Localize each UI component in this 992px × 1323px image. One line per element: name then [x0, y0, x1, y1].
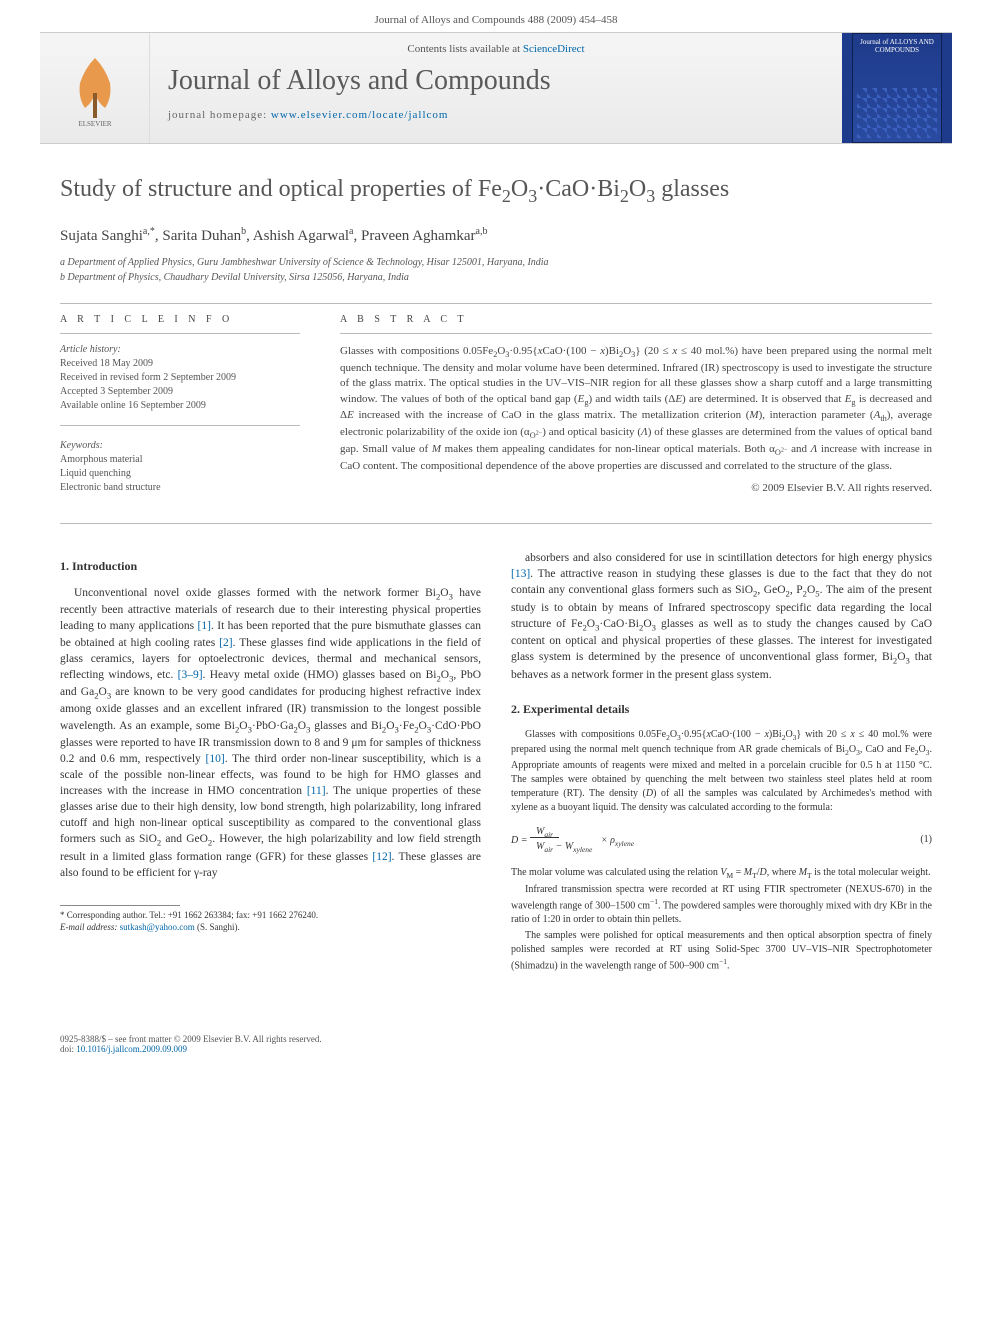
abstract-text: Glasses with compositions 0.05Fe2O3·0.95…: [340, 344, 932, 474]
equation-number: (1): [920, 833, 932, 847]
keyword-3: Electronic band structure: [60, 481, 300, 495]
front-matter-line: 0925-8388/$ – see front matter © 2009 El…: [60, 1034, 932, 1044]
contents-prefix: Contents lists available at: [407, 43, 522, 55]
article-info-block: A R T I C L E I N F O Article history: R…: [60, 314, 300, 495]
equation-1: D = WairWair − Wxylene × ρxylene (1): [511, 825, 932, 856]
exp-para-4: The samples were polished for optical me…: [511, 929, 932, 973]
history-revised: Received in revised form 2 September 200…: [60, 371, 300, 385]
homepage-link[interactable]: www.elsevier.com/locate/jallcom: [271, 109, 449, 121]
email-link[interactable]: sutkash@yahoo.com: [120, 922, 195, 932]
keyword-1: Amorphous material: [60, 453, 300, 467]
journal-banner: ELSEVIER Contents lists available at Sci…: [40, 32, 952, 144]
running-header: Journal of Alloys and Compounds 488 (200…: [0, 0, 992, 32]
history-accepted: Accepted 3 September 2009: [60, 385, 300, 399]
affiliations: a Department of Applied Physics, Guru Ja…: [60, 255, 932, 285]
footer-info: 0925-8388/$ – see front matter © 2009 El…: [0, 1034, 992, 1074]
affiliation-a: a Department of Applied Physics, Guru Ja…: [60, 255, 932, 270]
publisher-logo-cell: ELSEVIER: [40, 33, 150, 143]
keyword-2: Liquid quenching: [60, 467, 300, 481]
cover-title: Journal of ALLOYS AND COMPOUNDS: [857, 38, 937, 54]
history-online: Available online 16 September 2009: [60, 399, 300, 413]
footnote-rule: [60, 905, 180, 906]
equation-body: D = WairWair − Wxylene × ρxylene: [511, 825, 634, 856]
banner-center: Contents lists available at ScienceDirec…: [150, 33, 842, 143]
divider-top: [60, 303, 932, 304]
journal-name: Journal of Alloys and Compounds: [168, 65, 824, 97]
exp-para-3: Infrared transmission spectra were recor…: [511, 883, 932, 927]
abstract-rule: [340, 333, 932, 334]
doi-label: doi:: [60, 1044, 74, 1054]
body-two-column: 1. Introduction Unconventional novel oxi…: [60, 550, 932, 976]
homepage-prefix: journal homepage:: [168, 109, 271, 121]
info-rule-2: [60, 425, 300, 426]
experimental-heading: 2. Experimental details: [511, 701, 932, 718]
abstract-block: A B S T R A C T Glasses with composition…: [340, 314, 932, 495]
doi-line: doi: 10.1016/j.jallcom.2009.09.009: [60, 1044, 932, 1054]
sciencedirect-link[interactable]: ScienceDirect: [523, 43, 585, 55]
journal-cover-thumbnail: Journal of ALLOYS AND COMPOUNDS: [852, 33, 942, 143]
exp-para-2: The molar volume was calculated using th…: [511, 866, 932, 882]
author-list: Sujata Sanghia,*, Sarita Duhanb, Ashish …: [60, 226, 932, 245]
abstract-heading: A B S T R A C T: [340, 314, 932, 325]
exp-para-1: Glasses with compositions 0.05Fe2O3·0.95…: [511, 728, 932, 815]
info-rule-1: [60, 333, 300, 334]
email-note: E-mail address: sutkash@yahoo.com (S. Sa…: [60, 922, 481, 934]
cover-pattern: [857, 88, 937, 138]
intro-para-1: Unconventional novel oxide glasses forme…: [60, 585, 481, 881]
intro-para-2: absorbers and also considered for use in…: [511, 550, 932, 683]
abstract-copyright: © 2009 Elsevier B.V. All rights reserved…: [340, 482, 932, 494]
intro-heading: 1. Introduction: [60, 558, 481, 575]
journal-homepage-line: journal homepage: www.elsevier.com/locat…: [168, 109, 824, 121]
corresponding-author-note: * Corresponding author. Tel.: +91 1662 2…: [60, 910, 481, 922]
contents-line: Contents lists available at ScienceDirec…: [168, 43, 824, 55]
history-received: Received 18 May 2009: [60, 357, 300, 371]
affiliation-b: b Department of Physics, Chaudhary Devil…: [60, 270, 932, 285]
doi-link[interactable]: 10.1016/j.jallcom.2009.09.009: [76, 1044, 187, 1054]
email-suffix: (S. Sanghi).: [197, 922, 240, 932]
elsevier-tree-logo: ELSEVIER: [60, 48, 130, 128]
keywords-heading: Keywords:: [60, 440, 300, 451]
email-label: E-mail address:: [60, 922, 117, 932]
article-title: Study of structure and optical propertie…: [60, 174, 932, 208]
article-content: Study of structure and optical propertie…: [0, 144, 992, 1016]
meta-abstract-row: A R T I C L E I N F O Article history: R…: [60, 314, 932, 495]
divider-bottom: [60, 523, 932, 524]
history-heading: Article history:: [60, 344, 300, 355]
article-info-heading: A R T I C L E I N F O: [60, 314, 300, 325]
svg-text:ELSEVIER: ELSEVIER: [78, 120, 111, 128]
cover-thumb-cell: Journal of ALLOYS AND COMPOUNDS: [842, 33, 952, 143]
